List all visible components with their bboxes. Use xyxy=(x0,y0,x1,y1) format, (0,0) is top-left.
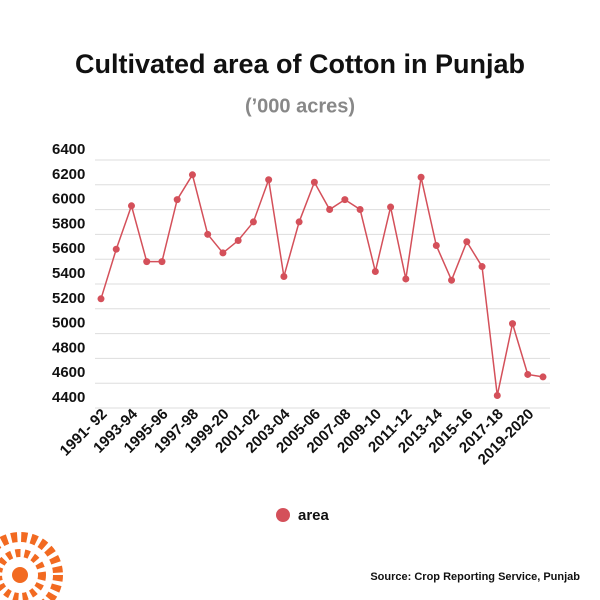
point xyxy=(143,258,151,266)
point xyxy=(127,202,135,210)
point xyxy=(356,206,364,214)
chart-title: Cultivated area of Cotton in Punjab xyxy=(75,49,525,79)
line xyxy=(100,172,544,396)
chart-subtitle: (’000 acres) xyxy=(245,95,355,117)
point xyxy=(448,276,456,284)
y-tick-label: 5600 xyxy=(52,240,85,257)
point xyxy=(539,373,547,381)
point xyxy=(341,196,349,204)
y-tick-label: 6000 xyxy=(52,191,85,208)
y-tick-label: 4400 xyxy=(52,389,85,406)
point xyxy=(158,258,166,266)
point xyxy=(173,196,181,204)
y-tick-label: 5200 xyxy=(52,290,85,307)
y-tick-label: 6400 xyxy=(52,141,85,158)
y-tick-label: 4600 xyxy=(52,364,85,381)
point xyxy=(432,241,440,249)
point xyxy=(97,295,105,303)
y-tick-label: 4800 xyxy=(52,339,85,356)
point xyxy=(371,268,379,276)
point xyxy=(493,392,501,400)
legend-marker xyxy=(276,508,290,522)
point xyxy=(387,203,395,211)
legend-label: area xyxy=(298,507,330,524)
y-tick-label: 5400 xyxy=(52,265,85,282)
point xyxy=(463,238,471,246)
point xyxy=(326,206,334,214)
source: Source: Crop Reporting Service, Punjab xyxy=(370,571,580,583)
point xyxy=(478,263,486,271)
point xyxy=(265,176,273,184)
y-tick-label: 5000 xyxy=(52,315,85,332)
point xyxy=(204,230,212,238)
point xyxy=(310,178,318,186)
point xyxy=(219,249,227,257)
point xyxy=(524,370,532,378)
logo xyxy=(0,532,63,600)
point xyxy=(295,218,303,226)
point xyxy=(234,237,242,245)
point xyxy=(417,173,425,181)
point xyxy=(402,275,410,283)
point xyxy=(188,171,196,179)
y-tick-label: 6200 xyxy=(52,166,85,183)
point xyxy=(249,218,257,226)
point xyxy=(509,320,517,328)
point xyxy=(280,272,288,280)
point xyxy=(112,245,120,253)
y-tick-label: 5800 xyxy=(52,215,85,232)
